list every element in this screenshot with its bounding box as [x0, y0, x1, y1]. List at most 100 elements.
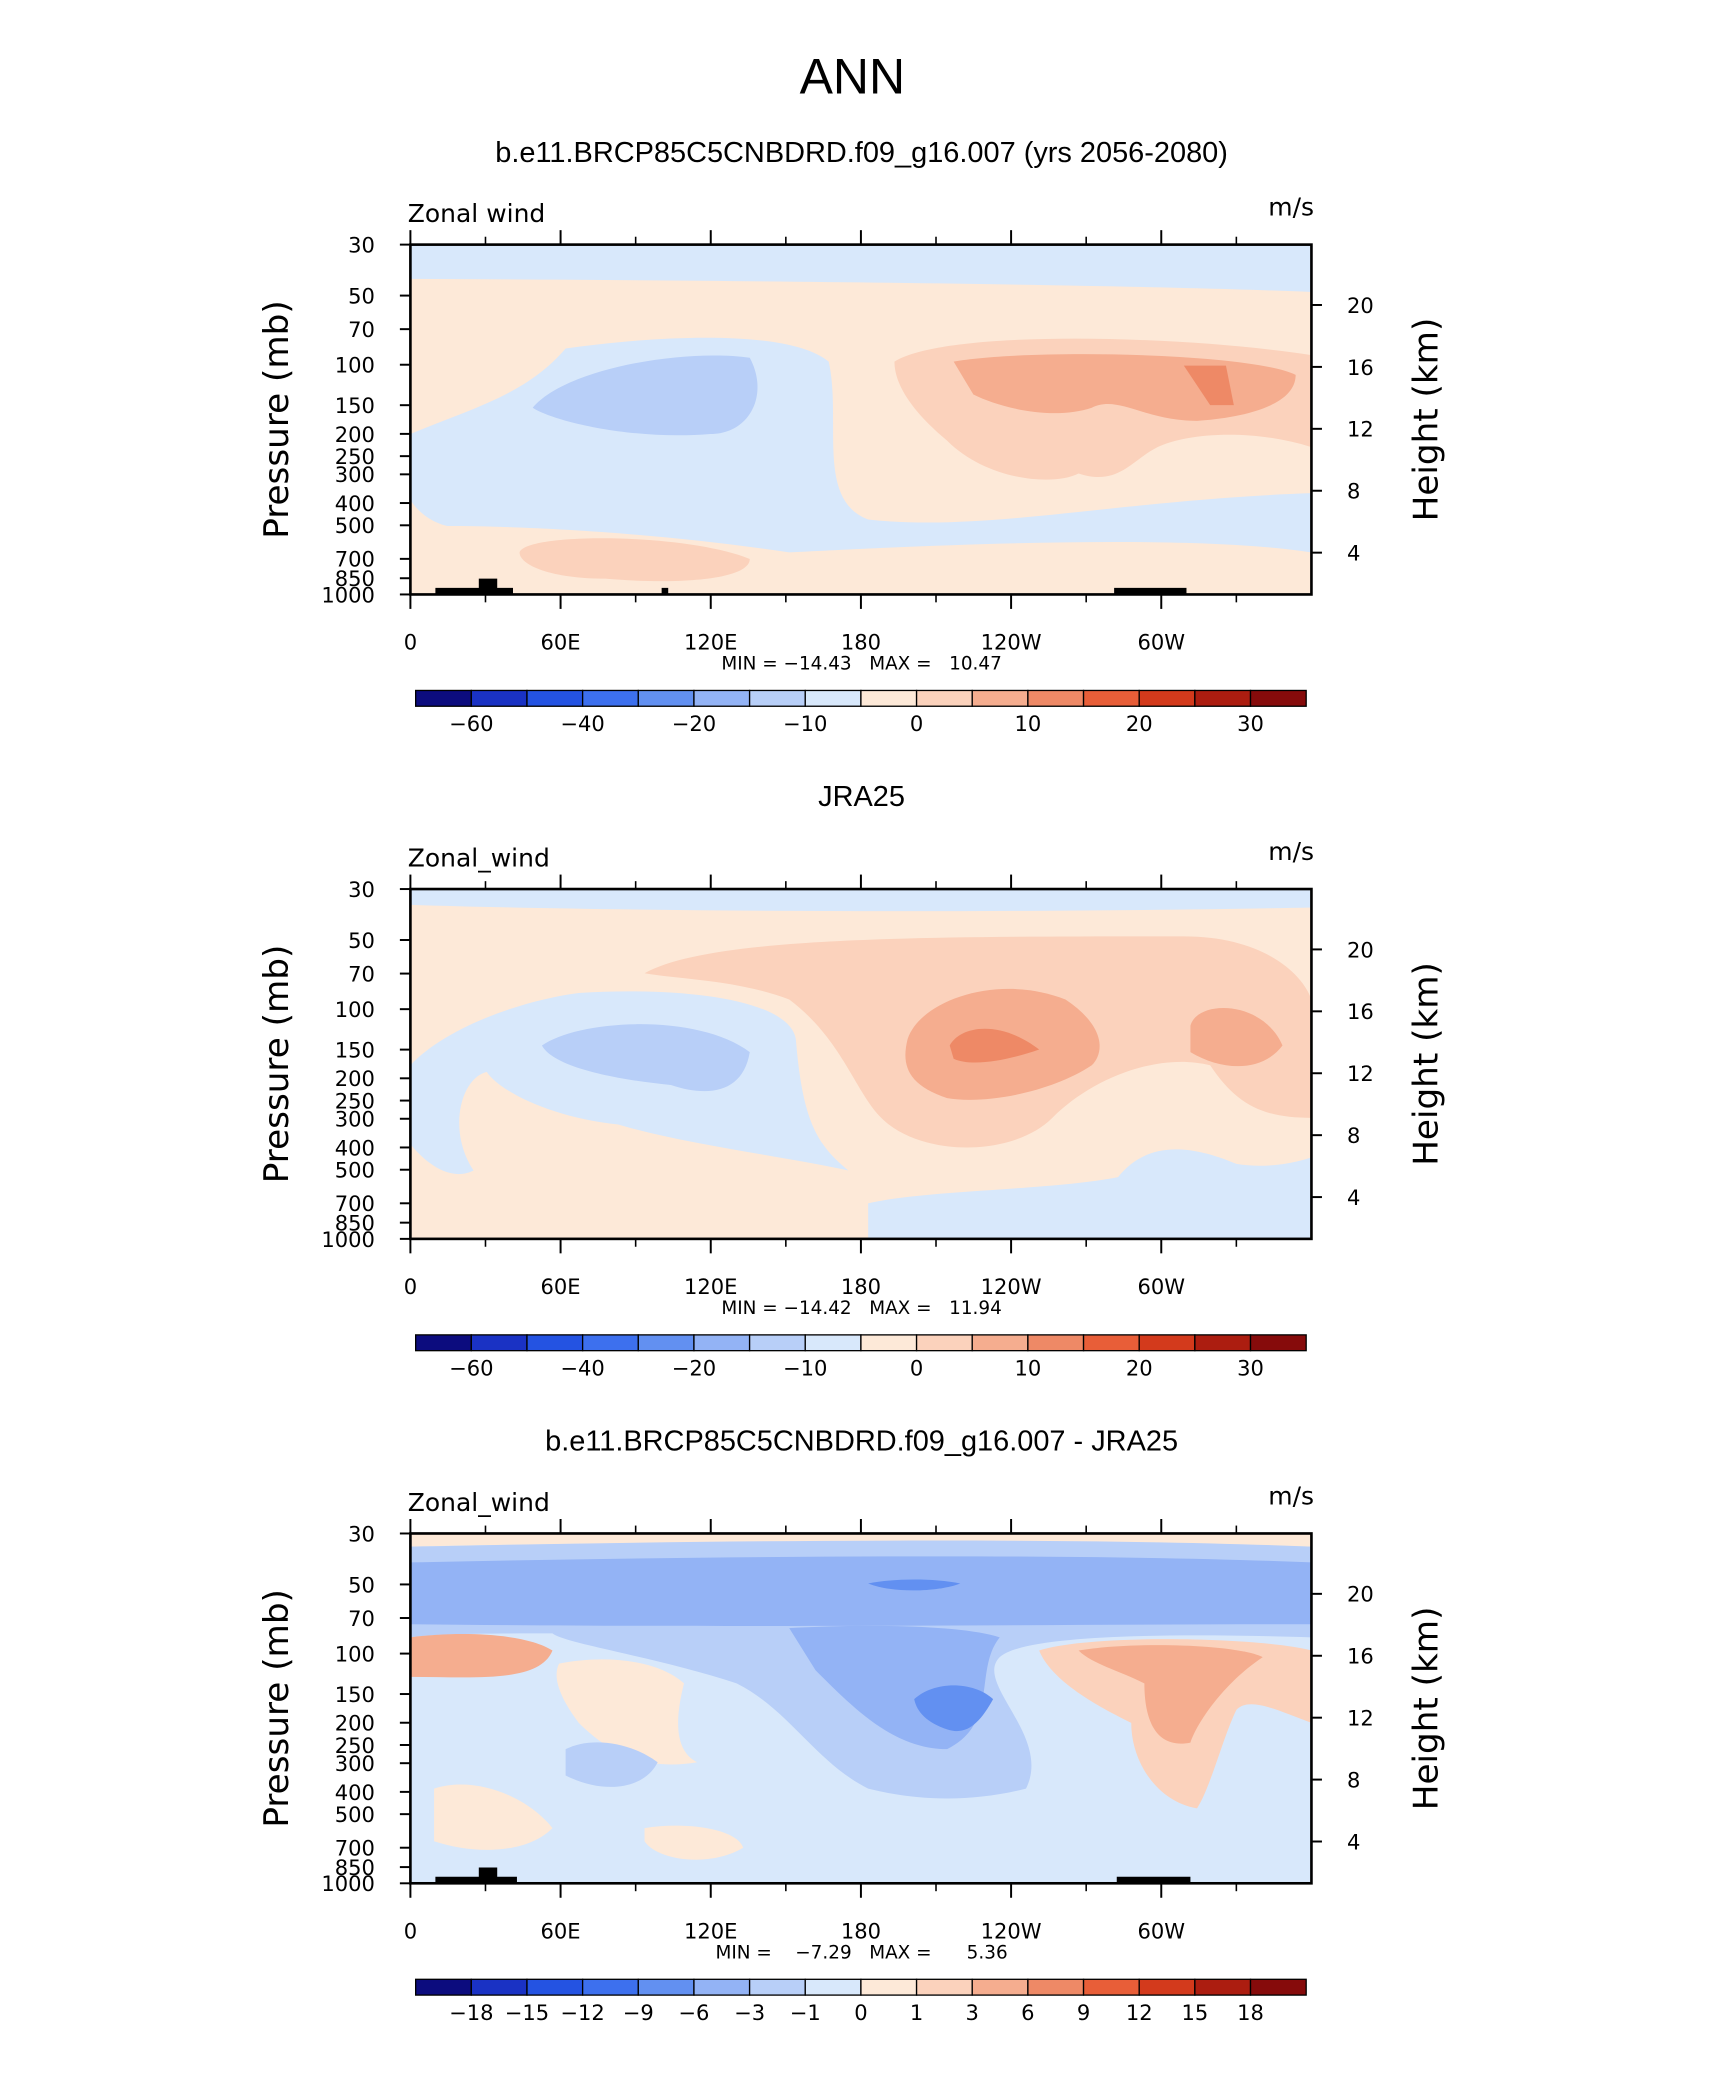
y-tick-label: 100: [335, 1641, 375, 1666]
colorbar-box: [748, 1978, 806, 1996]
contour-fill: [565, 1742, 658, 1787]
contour-fill: [914, 1685, 994, 1732]
contour-fill: [541, 1024, 750, 1092]
y-tick-label: 150: [335, 1038, 375, 1063]
contour-fill: [410, 991, 849, 1175]
colorbar-box: [748, 689, 806, 707]
x-tick-label: 0: [404, 1919, 417, 1944]
y2-tick-label: 8: [1347, 1767, 1360, 1792]
contour-fill: [410, 1556, 1312, 1626]
colorbar-box: [1027, 1978, 1085, 1996]
units-label: m/s: [1268, 1482, 1314, 1511]
y2-tick-label: 20: [1347, 937, 1374, 962]
y2-tick-label: 4: [1347, 1829, 1360, 1854]
colorbar-label: 30: [1237, 711, 1264, 736]
colorbar-label: 20: [1126, 1356, 1153, 1381]
contour-fill: [519, 538, 750, 582]
colorbar-box: [526, 1334, 584, 1352]
y-tick-label: 200: [335, 1066, 375, 1091]
colorbar-label: −15: [505, 2000, 549, 2025]
colorbar-label: −60: [449, 1356, 493, 1381]
y2-tick-label: 16: [1347, 1644, 1374, 1669]
colorbar-box: [804, 1334, 862, 1352]
x-tick-label: 60E: [541, 1274, 581, 1299]
y-tick-label: 400: [335, 1135, 375, 1160]
y-tick-label: 1000: [321, 582, 375, 607]
colorbar-label: −20: [672, 1356, 716, 1381]
colorbar-box: [1082, 1334, 1140, 1352]
colorbar-box: [971, 689, 1029, 707]
x-tick-label: 0: [404, 1274, 417, 1299]
contour-fill: [949, 1028, 1040, 1063]
panel-title: JRA25: [818, 781, 905, 813]
y-tick-label: 150: [335, 1682, 375, 1707]
colorbar-box: [693, 1334, 751, 1352]
colorbar-label: −12: [560, 2000, 604, 2025]
contour-field: [410, 1533, 1312, 1884]
colorbar-box: [915, 1978, 973, 1996]
y2-tick-label: 16: [1347, 999, 1374, 1024]
y2-tick-label: 8: [1347, 1123, 1360, 1148]
panel-title: b.e11.BRCP85C5CNBDRD.f09_g16.007 (yrs 20…: [495, 137, 1228, 169]
y-tick-label: 300: [335, 1751, 375, 1776]
y2-axis-label: Height (km): [1407, 962, 1447, 1166]
y2-tick-label: 20: [1347, 1582, 1374, 1607]
colorbar-box: [581, 1978, 639, 1996]
colorbar-label: 12: [1126, 2000, 1153, 2025]
y-tick-label: 300: [335, 462, 375, 487]
y-tick-label: 30: [348, 233, 375, 258]
y-tick-label: 250: [335, 444, 375, 469]
y-tick-label: 700: [335, 1836, 375, 1861]
y2-tick-label: 8: [1347, 479, 1360, 504]
colorbar-box: [470, 1978, 528, 1996]
colorbar-box: [860, 1978, 918, 1996]
colorbar-label: −18: [449, 2000, 493, 2025]
x-tick-label: 120W: [981, 630, 1042, 655]
colorbar-box: [415, 1978, 472, 1996]
colorbar-box: [971, 1978, 1029, 1996]
y2-tick-label: 20: [1347, 293, 1374, 318]
y-tick-label: 50: [348, 283, 375, 308]
y-tick-label: 850: [335, 1211, 375, 1236]
colorbar-box: [1249, 689, 1307, 707]
contour-fill: [410, 244, 1312, 292]
contour-fill: [410, 1634, 553, 1678]
colorbar-box: [1194, 689, 1252, 707]
contour-field: [410, 889, 1312, 1239]
y-tick-label: 50: [348, 928, 375, 953]
x-tick-label: 60W: [1137, 1274, 1185, 1299]
colorbar-box: [637, 1978, 695, 1996]
y-tick-label: 250: [335, 1733, 375, 1758]
colorbar-box: [693, 1978, 751, 1996]
contour-fill: [556, 1659, 698, 1765]
x-tick-label: 180: [841, 1919, 881, 1944]
colorbar-box: [581, 1334, 639, 1352]
x-tick-label: 120W: [981, 1274, 1042, 1299]
colorbar-label: 3: [966, 2000, 979, 2025]
colorbar-box: [1194, 1978, 1252, 1996]
colorbar-label: 1: [910, 2000, 923, 2025]
y2-tick-label: 16: [1347, 355, 1374, 380]
colorbar-box: [1194, 1334, 1252, 1352]
y-tick-label: 70: [348, 1606, 375, 1631]
colorbar-box: [748, 1334, 806, 1352]
y-tick-label: 1000: [321, 1227, 375, 1252]
colorbar-box: [915, 689, 973, 707]
y-tick-label: 100: [335, 353, 375, 378]
x-tick-label: 120E: [684, 630, 737, 655]
colorbar-label: −9: [623, 2000, 654, 2025]
colorbar-box: [415, 689, 472, 707]
contour-fill: [410, 889, 1312, 912]
topography: [435, 1867, 1191, 1884]
x-tick-label: 60E: [541, 630, 581, 655]
colorbar-box: [1138, 1334, 1196, 1352]
x-tick-label: 60E: [541, 1919, 581, 1944]
y2-tick-label: 4: [1347, 1185, 1360, 1210]
y2-axis-label: Height (km): [1407, 318, 1447, 522]
contour-fill: [410, 1533, 1312, 1547]
y-tick-label: 100: [335, 997, 375, 1022]
colorbar-label: −40: [560, 711, 604, 736]
colorbar-box: [415, 1334, 472, 1352]
y-tick-label: 300: [335, 1107, 375, 1132]
